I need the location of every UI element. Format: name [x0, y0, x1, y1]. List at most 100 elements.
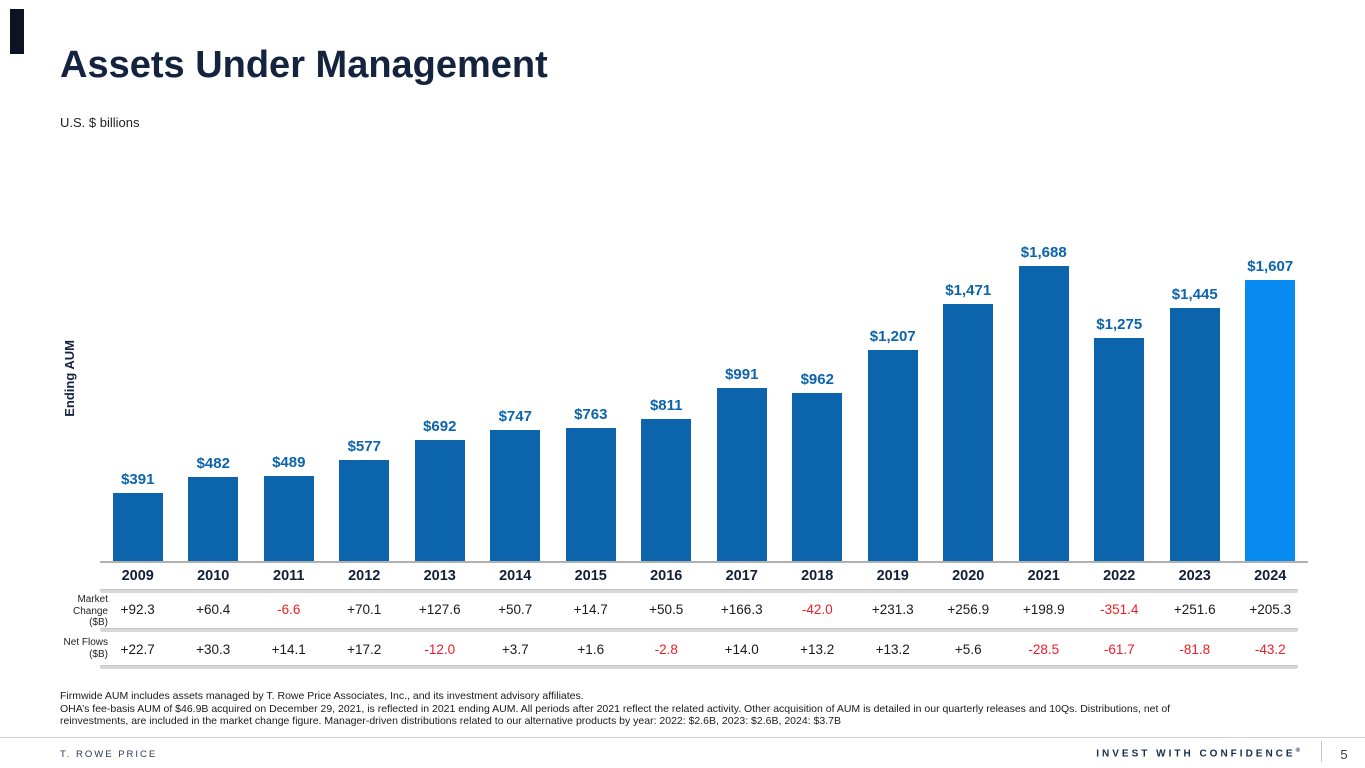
- cursor-caret: [10, 9, 24, 54]
- table-cell: -2.8: [654, 641, 678, 657]
- tagline-text: INVEST WITH CONFIDENCE: [1096, 748, 1296, 760]
- market-change-row-label: Market Change ($B): [26, 594, 108, 629]
- row-label-line: Change: [72, 605, 108, 617]
- bar-column-2021: $1,688: [1006, 220, 1082, 561]
- bar-2013: [414, 440, 465, 561]
- bar-column-2023: $1,445: [1157, 220, 1233, 561]
- table-cell: +3.7: [501, 641, 529, 657]
- footnotes: Firmwide AUM includes assets managed by …: [60, 690, 1360, 728]
- aum-bar-chart: $391 $482 $489 $577 $692 $747 $763 $811 $991 $962…: [100, 220, 1308, 563]
- table-cell: +166.3: [720, 601, 763, 617]
- bar-value-label: $747: [498, 408, 532, 425]
- table-cell: +13.2: [875, 641, 910, 657]
- bar-2012: [339, 460, 390, 561]
- footnote-line: OHA’s fee-basis AUM of $46.9B acquired o…: [60, 702, 1171, 715]
- bar-2023: [1169, 308, 1220, 561]
- table-cell: +92.3: [120, 601, 155, 617]
- table-cell: +14.7: [573, 601, 608, 617]
- table-cell: +1.6: [577, 641, 605, 657]
- row-label-line: ($B): [89, 617, 108, 628]
- bar-value-label: $991: [725, 366, 759, 383]
- bar-column-2020: $1,471: [931, 220, 1007, 561]
- table-cell: +17.2: [347, 641, 382, 657]
- bar-2011: [263, 476, 314, 561]
- net-flows-row-label: Net Flows ($B): [26, 637, 108, 660]
- year-label-2017: 2017: [725, 568, 758, 584]
- footnote-line: reinvestments, are included in the marke…: [60, 715, 841, 727]
- table-divider: [100, 665, 1298, 669]
- page-title: Assets Under Management: [60, 44, 548, 86]
- year-label-2021: 2021: [1027, 568, 1060, 584]
- year-label-2013: 2013: [423, 568, 456, 584]
- table-cell: -42.0: [801, 601, 833, 617]
- table-divider: [100, 628, 1298, 632]
- bar-2020: [943, 304, 994, 561]
- table-divider: [100, 589, 1298, 593]
- bar-value-label: $1,207: [869, 328, 916, 345]
- page-number-divider: [1321, 741, 1322, 762]
- year-label-2020: 2020: [952, 568, 985, 584]
- bar-value-label: $489: [272, 454, 306, 471]
- bar-column-2024: $1,607: [1233, 220, 1309, 561]
- bar-value-label: $1,445: [1171, 286, 1218, 303]
- bar-2009: [112, 493, 163, 561]
- table-cell: -61.7: [1103, 641, 1135, 657]
- bar-column-2009: $391: [100, 220, 176, 561]
- year-label-2016: 2016: [650, 568, 683, 584]
- table-cell: +205.3: [1249, 601, 1292, 617]
- table-cell: +13.2: [800, 641, 835, 657]
- bar-value-label: $692: [423, 418, 457, 435]
- footnote-line: Firmwide AUM includes assets managed by …: [60, 690, 584, 702]
- table-cell: -28.5: [1028, 641, 1060, 657]
- year-label-2012: 2012: [348, 568, 381, 584]
- bar-column-2016: $811: [629, 220, 705, 561]
- row-label-line: ($B): [89, 648, 108, 660]
- year-label-2019: 2019: [876, 568, 909, 584]
- bar-column-2012: $577: [327, 220, 403, 561]
- bar-column-2011: $489: [251, 220, 327, 561]
- bar-2010: [188, 477, 239, 561]
- bar-2022: [1094, 338, 1145, 561]
- table-cell: +127.6: [418, 601, 461, 617]
- table-cell: -12.0: [424, 641, 456, 657]
- table-cell: +30.3: [196, 641, 231, 657]
- year-label-2011: 2011: [273, 568, 305, 584]
- table-cell: +60.4: [196, 601, 231, 617]
- bar-value-label: $1,275: [1096, 316, 1143, 333]
- year-label-2015: 2015: [574, 568, 607, 584]
- table-cell: -81.8: [1179, 641, 1211, 657]
- bar-column-2015: $763: [553, 220, 629, 561]
- bar-2017: [716, 388, 767, 561]
- row-label-line: Market: [77, 594, 108, 605]
- bar-2015: [565, 428, 616, 561]
- table-cell: +5.6: [954, 641, 982, 657]
- year-label-2009: 2009: [121, 568, 154, 584]
- bar-column-2010: $482: [176, 220, 252, 561]
- bar-2014: [490, 430, 541, 561]
- registered-mark: ®: [1295, 748, 1300, 754]
- year-label-2010: 2010: [197, 568, 230, 584]
- bar-2016: [641, 419, 692, 561]
- x-axis-year-labels: 2009 2010 2011 2012 2013 2014 2015 2016 2017 2018…: [100, 568, 1308, 584]
- bar-column-2017: $991: [704, 220, 780, 561]
- table-cell: -351.4: [1100, 601, 1139, 617]
- bar-value-label: $1,607: [1247, 258, 1294, 275]
- bar-value-label: $482: [196, 455, 230, 472]
- table-cell: +50.7: [498, 601, 533, 617]
- page-number: 5: [1340, 747, 1348, 762]
- net-flows-row: +22.7 +30.3 +14.1 +17.2 -12.0 +3.7 +1.6 -2.8 +14…: [100, 636, 1308, 662]
- table-cell: +198.9: [1022, 601, 1065, 617]
- bar-value-label: $391: [121, 471, 155, 488]
- year-label-2023: 2023: [1178, 568, 1211, 584]
- market-change-row: +92.3 +60.4 -6.6 +70.1 +127.6 +50.7 +14.7 +50.5…: [100, 596, 1308, 622]
- year-label-2018: 2018: [801, 568, 834, 584]
- tagline: INVEST WITH CONFIDENCE®: [1096, 748, 1300, 759]
- bar-column-2019: $1,207: [855, 220, 931, 561]
- table-cell: +251.6: [1173, 601, 1216, 617]
- bar-column-2022: $1,275: [1082, 220, 1158, 561]
- bar-column-2018: $962: [780, 220, 856, 561]
- bar-value-label: $1,688: [1020, 244, 1067, 261]
- y-axis-label: Ending AUM: [62, 340, 77, 417]
- bar-2024: [1245, 280, 1296, 561]
- table-cell: +256.9: [947, 601, 990, 617]
